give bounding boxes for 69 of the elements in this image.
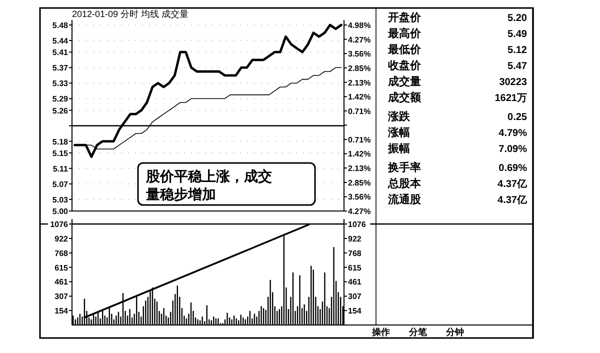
category-label: 涨幅: [387, 126, 410, 139]
y-tick-label: 5.26: [52, 106, 69, 116]
y2-tick-label: 1.42%: [348, 92, 371, 102]
text: 30223: [499, 77, 527, 88]
y2-tick-label: 0.71%: [348, 106, 371, 116]
text: 4.79%: [498, 128, 527, 139]
text: 1621万: [494, 93, 527, 104]
y-tick-label: 154: [54, 306, 69, 316]
y-tick-label: 5.41: [52, 48, 69, 58]
chart-title: 2012-01-09 分时 均线 成交量: [72, 9, 189, 19]
y-tick-label: 1076: [50, 220, 69, 229]
text: 7.09%: [498, 144, 527, 155]
y2-tick-label: 0.71%: [348, 135, 371, 144]
y2-tick-label: 4.98%: [348, 21, 371, 30]
category-label: 成交额: [387, 91, 422, 104]
y-tick-label: 5.15: [52, 148, 69, 158]
y-tick-label: 5.44: [52, 36, 69, 46]
text: 分钟: [445, 327, 464, 337]
text: 4.37亿: [498, 195, 527, 206]
text: 5.20: [508, 13, 527, 24]
category-label: 开盘价: [387, 11, 422, 24]
text: 4.37亿: [498, 179, 527, 190]
y2-tick-label: 2.85%: [348, 64, 371, 73]
y2-tick-label: 4.27%: [348, 35, 371, 44]
text: 5.12: [508, 45, 527, 56]
y-tick-label: 615: [54, 263, 69, 272]
y2-tick-label: 2.85%: [348, 178, 371, 188]
category-label: 总股本: [387, 177, 422, 190]
category-label: 收盘价: [388, 59, 422, 72]
y2-tick-label: 1076: [348, 220, 366, 229]
text: 0.25: [508, 112, 527, 123]
y-tick-label: 307: [54, 292, 69, 302]
y-tick-label: 5.18: [52, 137, 69, 146]
y2-tick-label: 4.27%: [348, 207, 371, 216]
y-tick-label: 768: [54, 248, 69, 258]
y2-tick-label: 307: [348, 292, 362, 302]
text: 操作: [371, 327, 390, 337]
category-label: 成交量: [387, 75, 421, 88]
text: 5.49: [508, 29, 527, 40]
y-tick-label: 5.37: [52, 64, 69, 73]
y2-tick-label: 615: [348, 263, 362, 272]
y-tick-label: 5.48: [52, 21, 69, 30]
category-label: 换手率: [387, 161, 421, 174]
y-tick-label: 5.29: [52, 94, 69, 104]
y-tick-label: 5.11: [52, 164, 69, 174]
y2-tick-label: 922: [348, 234, 362, 244]
category-label: 最低价: [387, 43, 422, 56]
y2-tick-label: 1.42%: [348, 150, 371, 159]
y2-tick-label: 461: [348, 278, 362, 287]
text: 分笔: [408, 327, 428, 337]
y-tick-label: 5.00: [52, 207, 69, 216]
category-label: 最高价: [387, 27, 422, 40]
category-label: 流通股: [387, 193, 422, 206]
y-tick-label: 5.03: [52, 195, 69, 204]
category-label: 涨跌: [387, 110, 411, 123]
y-tick-label: 461: [54, 278, 69, 287]
text: 0.69%: [498, 163, 527, 174]
annotation: 股价平稳上涨，成交量稳步增加: [145, 168, 272, 202]
y-tick-label: 922: [54, 234, 69, 244]
y2-tick-label: 2.13%: [348, 164, 371, 173]
y2-tick-label: 154: [348, 306, 362, 316]
y2-tick-label: 768: [348, 248, 362, 258]
y2-tick-label: 3.56%: [348, 192, 371, 202]
y-tick-label: 5.33: [52, 79, 69, 88]
y-tick-label: 5.07: [52, 180, 69, 189]
text: 5.47: [508, 61, 527, 72]
y2-tick-label: 2.13%: [348, 78, 371, 88]
category-label: 振幅: [387, 142, 410, 155]
y2-tick-label: 3.56%: [348, 50, 371, 59]
